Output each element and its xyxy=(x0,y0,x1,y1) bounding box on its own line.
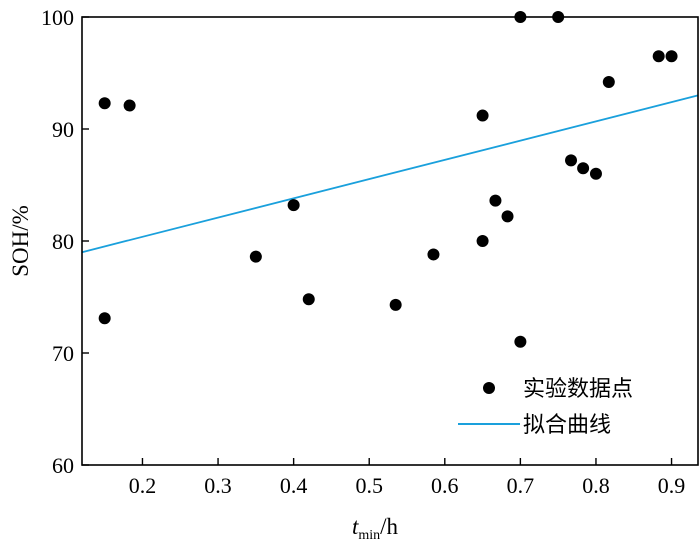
x-tick-label: 0.9 xyxy=(658,473,686,498)
y-axis-label: SOH/% xyxy=(8,205,33,277)
x-tick-label: 0.6 xyxy=(431,473,459,498)
data-point xyxy=(249,250,262,263)
data-point xyxy=(589,167,602,180)
x-tick-label: 0.5 xyxy=(355,473,383,498)
x-tick-label: 0.4 xyxy=(280,473,308,498)
x-axis-label-unit: /h xyxy=(380,514,398,539)
data-point xyxy=(476,109,489,122)
y-tick-label: 100 xyxy=(41,5,74,30)
legend-label-line: 拟合曲线 xyxy=(523,413,611,438)
data-point xyxy=(602,75,615,88)
data-point xyxy=(476,235,489,247)
data-point xyxy=(514,335,527,348)
data-point xyxy=(652,50,665,63)
legend: 实验数据点 拟合曲线 xyxy=(458,377,633,438)
legend-label-scatter: 实验数据点 xyxy=(523,377,633,402)
x-tick-label: 0.7 xyxy=(507,473,535,498)
data-point xyxy=(565,154,578,167)
data-point xyxy=(98,97,111,110)
x-axis-label-var: t xyxy=(352,514,359,539)
plot-marks xyxy=(81,11,699,348)
x-axis-label: tmin/h xyxy=(352,514,399,543)
x-tick-label: 0.3 xyxy=(204,473,232,498)
fit-line xyxy=(81,94,699,254)
axis-ticks: 0.2 0.3 0.4 0.5 0.6 0.7 0.8 0.9 60 70 80 90 100 xyxy=(41,5,685,498)
data-point xyxy=(577,162,590,175)
y-tick-label: 90 xyxy=(52,117,74,142)
data-point xyxy=(427,248,440,261)
y-tick-label: 60 xyxy=(52,453,74,478)
y-tick-label: 70 xyxy=(52,341,74,366)
data-point xyxy=(98,312,111,325)
data-point xyxy=(389,298,402,311)
data-point xyxy=(489,194,502,207)
x-axis-label-sub: min xyxy=(358,528,380,543)
y-tick-label: 80 xyxy=(52,229,74,254)
x-tick-label: 0.2 xyxy=(129,473,157,498)
data-point xyxy=(665,50,678,63)
data-point xyxy=(302,293,315,306)
x-tick-label: 0.8 xyxy=(582,473,610,498)
data-point xyxy=(287,199,300,212)
legend-marker-scatter xyxy=(483,382,495,394)
data-point xyxy=(501,210,514,223)
data-point xyxy=(123,99,136,112)
